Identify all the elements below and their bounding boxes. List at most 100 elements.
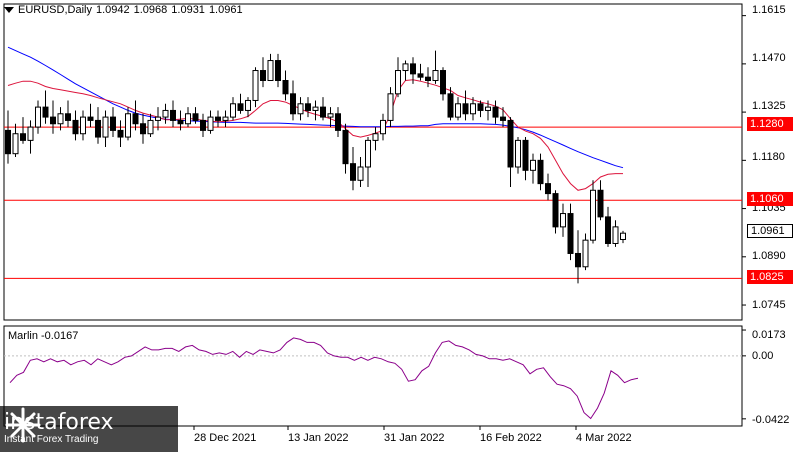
candle-body	[27, 126, 34, 141]
candle-body	[155, 116, 161, 121]
high-value: 1.0968	[133, 4, 168, 16]
candle-body	[410, 63, 416, 75]
price-tick: 1.1180	[752, 151, 785, 163]
candle-body	[432, 70, 439, 82]
date-tick: 13 Jan 2022	[288, 432, 349, 444]
candle-body	[275, 60, 281, 82]
level-tag-1106: 1.1060	[747, 192, 793, 206]
candle-body	[102, 116, 109, 138]
low-value: 1.0931	[171, 4, 205, 16]
indicator-tick: 0.0173	[752, 329, 786, 341]
candle-body	[470, 103, 476, 115]
candle-body	[485, 106, 491, 111]
indicator-tick: -0.0422	[752, 414, 790, 426]
candle-body	[57, 113, 64, 125]
candle-body	[455, 103, 461, 118]
candle-body	[582, 239, 589, 268]
candle-body	[605, 216, 611, 244]
candle-body	[177, 119, 184, 125]
price-tick: 1.0890	[752, 250, 786, 262]
candle-body	[395, 70, 401, 95]
candle-body	[425, 76, 431, 82]
brand-tagline: Instant Forex Trading	[4, 434, 99, 445]
candle-body	[417, 73, 424, 78]
candle-body	[140, 123, 146, 135]
candle-body	[80, 116, 86, 135]
candle-body	[20, 133, 26, 141]
candle-body	[35, 106, 41, 128]
indicator-panel-frame	[3, 325, 743, 427]
candle-body	[312, 106, 319, 111]
candle-body	[117, 129, 124, 138]
candle-body	[260, 70, 266, 82]
candle-body	[95, 119, 101, 138]
candle-body	[252, 70, 259, 101]
candle-body	[462, 103, 469, 115]
candle-body	[402, 63, 409, 72]
level-tag-1128: 1.1280	[747, 117, 793, 131]
indicator-label: Marlin -0.0167	[8, 330, 79, 342]
candle-body	[560, 213, 566, 228]
candle-body	[380, 119, 386, 135]
candle-body	[575, 252, 581, 268]
candle-body	[522, 139, 529, 171]
candle-body	[170, 109, 176, 121]
candle-body	[567, 213, 574, 254]
price-tick: 1.1325	[752, 100, 786, 112]
candle-body	[500, 116, 506, 121]
candle-body	[372, 133, 379, 141]
candle-body	[515, 139, 521, 168]
candle-body	[507, 119, 514, 168]
candle-body	[12, 133, 19, 155]
candle-body	[125, 113, 131, 138]
candle-body	[365, 139, 371, 168]
candle-body	[192, 113, 199, 121]
candle-body	[477, 103, 484, 111]
candle-body	[132, 113, 139, 125]
star-icon	[5, 407, 41, 443]
date-tick: 4 Mar 2022	[576, 432, 632, 444]
candle-body	[612, 226, 619, 244]
candle-body	[237, 103, 244, 111]
close-value: 1.0961	[208, 4, 243, 16]
candle-body	[305, 103, 311, 111]
current-price-tag: 1.0961	[747, 224, 793, 238]
candle-body	[545, 183, 551, 195]
candle-body	[42, 106, 49, 118]
price-tick: 1.1615	[752, 4, 786, 16]
candle-body	[320, 106, 326, 118]
candle-body	[72, 119, 79, 135]
date-tick: 31 Jan 2022	[384, 432, 445, 444]
candle-body	[207, 116, 214, 131]
candle-body	[162, 109, 169, 118]
candle-body	[597, 189, 604, 218]
candle-body	[87, 116, 94, 121]
oscillator-line	[9, 337, 639, 420]
candle-body	[147, 119, 154, 135]
candle-body	[492, 106, 499, 118]
candle-body	[282, 80, 289, 95]
candle-body	[110, 116, 116, 131]
candle-body	[590, 189, 596, 241]
candle-body	[185, 113, 191, 125]
price-tick: 1.1470	[752, 52, 786, 64]
candle-body	[357, 166, 364, 181]
dropdown-triangle-icon[interactable]	[4, 7, 14, 13]
price-tick: 1.0745	[752, 299, 786, 311]
candle-body	[65, 113, 71, 121]
symbol-label: EURUSD,Daily	[18, 4, 92, 16]
candle-body	[222, 116, 229, 121]
candle-body	[245, 99, 251, 111]
candle-body	[5, 129, 11, 155]
date-tick: 28 Dec 2021	[194, 432, 257, 444]
candle-body	[350, 163, 356, 181]
candle-body	[620, 232, 626, 241]
candle-body	[230, 103, 236, 118]
candle-body	[447, 93, 454, 118]
candle-body	[530, 159, 536, 171]
candle-body	[290, 93, 296, 115]
date-tick: 16 Feb 2022	[480, 432, 542, 444]
candle-body	[335, 113, 341, 131]
